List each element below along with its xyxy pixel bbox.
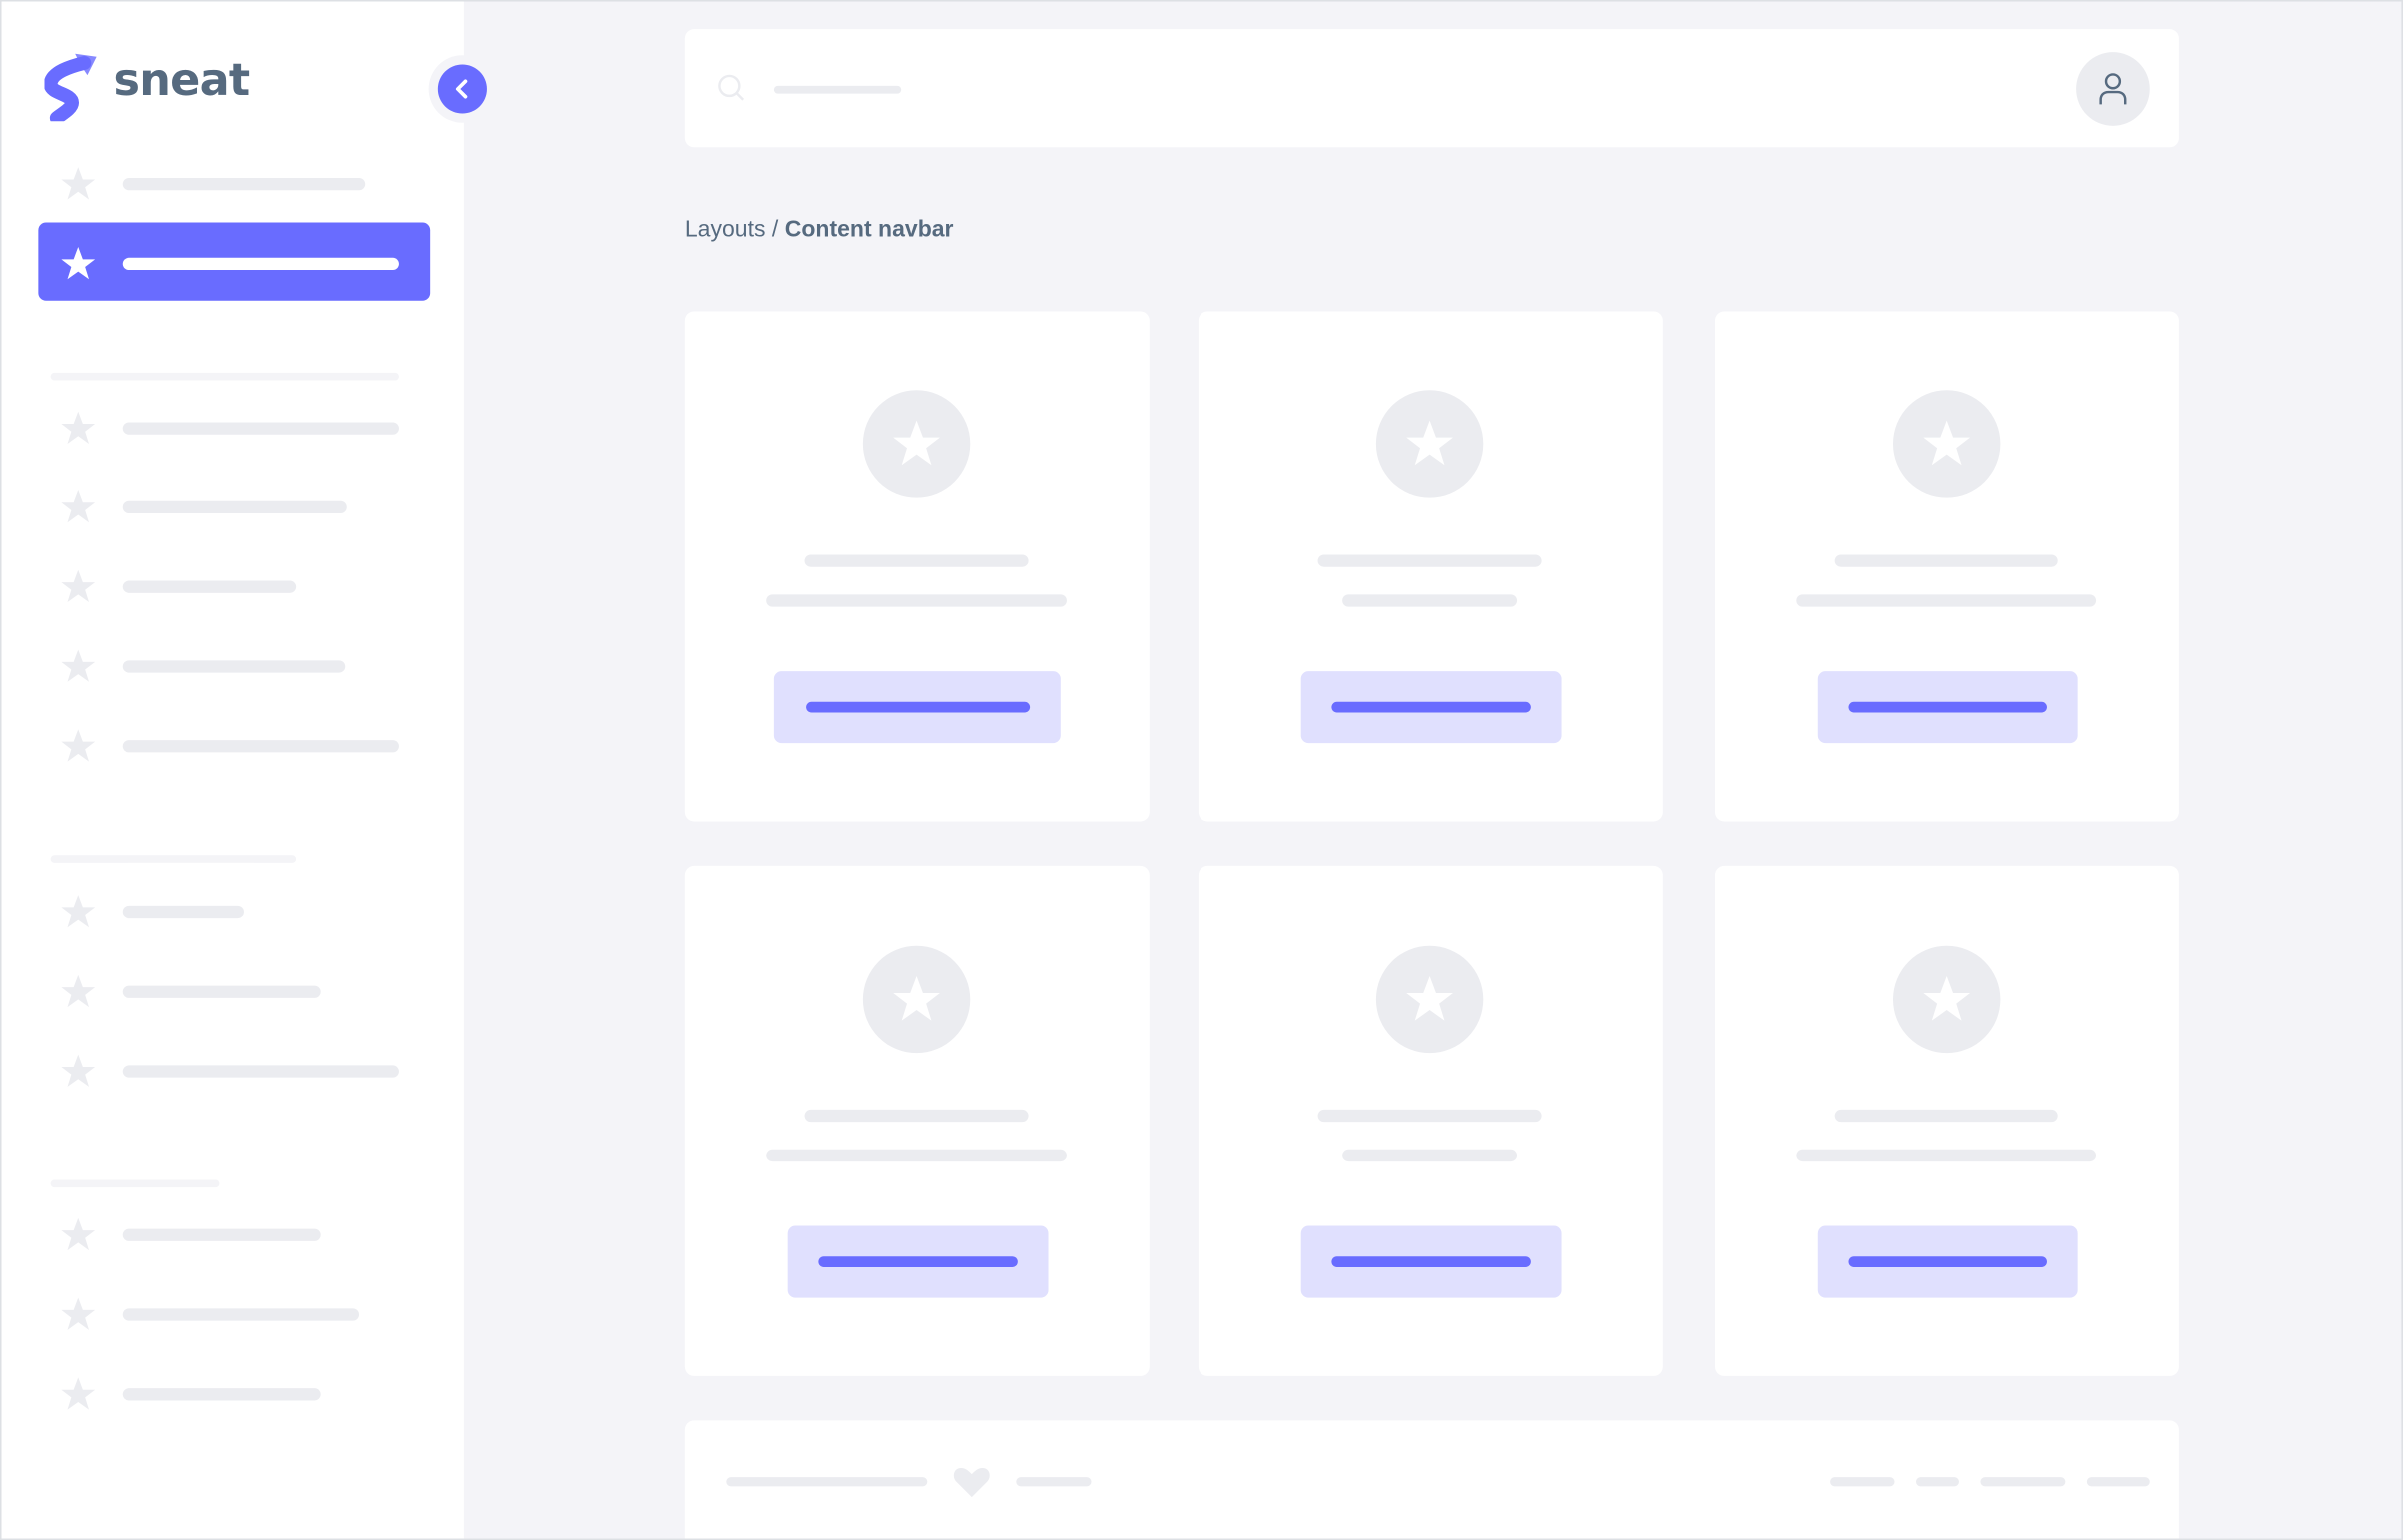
- card-avatar: [1892, 945, 2001, 1054]
- card-action-label: [817, 1256, 1018, 1267]
- star-icon: [893, 420, 940, 466]
- card-avatar: [1892, 390, 2001, 498]
- star-icon: [61, 1054, 96, 1087]
- card-avatar: [862, 390, 971, 498]
- sidebar-item[interactable]: [122, 422, 399, 435]
- sidebar-item-active-label[interactable]: [122, 257, 399, 271]
- star-icon: [61, 1377, 96, 1410]
- card-action-button[interactable]: [1299, 1225, 1561, 1298]
- star-icon: [61, 1297, 96, 1330]
- heart-icon: [953, 1467, 990, 1498]
- user-icon: [2099, 73, 2127, 105]
- search-input[interactable]: [773, 85, 902, 94]
- sidebar-item[interactable]: [122, 1308, 360, 1321]
- star-icon: [61, 729, 96, 762]
- breadcrumb: Layouts / Content navbar: [685, 216, 954, 242]
- content-card: [684, 865, 1150, 1376]
- card-subtitle: [1796, 1149, 2097, 1162]
- sidebar-section-header: [50, 1179, 220, 1188]
- card-action-label: [1847, 701, 2047, 713]
- star-icon: [1923, 420, 1971, 466]
- star-icon: [61, 411, 96, 444]
- card-action-label: [805, 701, 1030, 713]
- collapse-sidebar-button[interactable]: [437, 64, 487, 114]
- star-icon: [61, 569, 96, 603]
- card-title: [1317, 1109, 1542, 1123]
- footer-link[interactable]: [1916, 1477, 1959, 1487]
- user-avatar[interactable]: [2076, 52, 2150, 126]
- card-subtitle: [766, 594, 1067, 607]
- star-icon: [61, 649, 96, 682]
- breadcrumb-parent[interactable]: Layouts: [684, 216, 766, 243]
- star-icon: [61, 490, 96, 523]
- card-action-button[interactable]: [1817, 671, 2077, 744]
- star-icon: [61, 974, 96, 1008]
- sneat-logo-icon: [44, 53, 97, 122]
- content-card: [1714, 865, 2179, 1376]
- footer-link[interactable]: [1980, 1477, 2066, 1487]
- sidebar-item[interactable]: [122, 740, 399, 753]
- star-icon: [61, 895, 96, 928]
- card-action-label: [1847, 1256, 2047, 1267]
- card-avatar: [862, 945, 971, 1054]
- sidebar-item[interactable]: [122, 1388, 321, 1401]
- card-subtitle: [1342, 1149, 1518, 1162]
- card-subtitle: [1342, 594, 1518, 607]
- card-action-label: [1330, 701, 1531, 713]
- card-action-button[interactable]: [1817, 1225, 2077, 1298]
- card-avatar: [1375, 390, 1484, 498]
- sidebar-section-header: [50, 855, 297, 863]
- card-action-button[interactable]: [786, 1225, 1048, 1298]
- card-action-button[interactable]: [1299, 671, 1561, 744]
- breadcrumb-separator: /: [765, 216, 785, 243]
- star-icon: [1923, 976, 1971, 1021]
- card-action-label: [1330, 1256, 1531, 1267]
- footer-link[interactable]: [1830, 1477, 1895, 1487]
- top-navbar: [684, 29, 2179, 148]
- star-icon: [1406, 976, 1453, 1021]
- footer-text: [726, 1477, 928, 1487]
- sidebar-item[interactable]: [122, 1065, 399, 1078]
- footer: [684, 1420, 2179, 1539]
- sidebar-item[interactable]: [122, 660, 346, 673]
- star-icon: [61, 167, 96, 200]
- footer-link[interactable]: [1016, 1477, 1092, 1487]
- footer-link[interactable]: [2086, 1477, 2150, 1487]
- sidebar-item[interactable]: [122, 905, 244, 919]
- sidebar-item[interactable]: [122, 500, 347, 514]
- card-action-button[interactable]: [773, 671, 1061, 744]
- card-avatar: [1375, 945, 1484, 1054]
- card-title: [1834, 554, 2058, 567]
- sidebar-section-header: [50, 372, 399, 381]
- sidebar-item[interactable]: [122, 985, 321, 998]
- card-title: [804, 554, 1029, 567]
- star-icon: [61, 247, 96, 280]
- search-icon[interactable]: [717, 74, 748, 105]
- card-subtitle: [766, 1149, 1067, 1162]
- sidebar-item[interactable]: [122, 580, 297, 593]
- sidebar-item[interactable]: [122, 177, 366, 191]
- card-title: [1834, 1109, 2058, 1123]
- card-subtitle: [1796, 594, 2097, 607]
- star-icon: [1406, 420, 1453, 466]
- content-card: [1714, 311, 2179, 822]
- card-title: [804, 1109, 1029, 1123]
- content-card: [684, 311, 1150, 822]
- brand-name: sneat: [113, 53, 251, 106]
- content-card: [1198, 311, 1663, 822]
- sidebar-item[interactable]: [122, 1228, 321, 1241]
- star-icon: [61, 1217, 96, 1251]
- breadcrumb-current: Content navbar: [784, 216, 954, 243]
- card-title: [1317, 554, 1542, 567]
- content-card: [1198, 865, 1663, 1376]
- chevron-left-icon: [455, 79, 468, 99]
- sidebar: sneat: [1, 1, 464, 1539]
- star-icon: [893, 976, 940, 1021]
